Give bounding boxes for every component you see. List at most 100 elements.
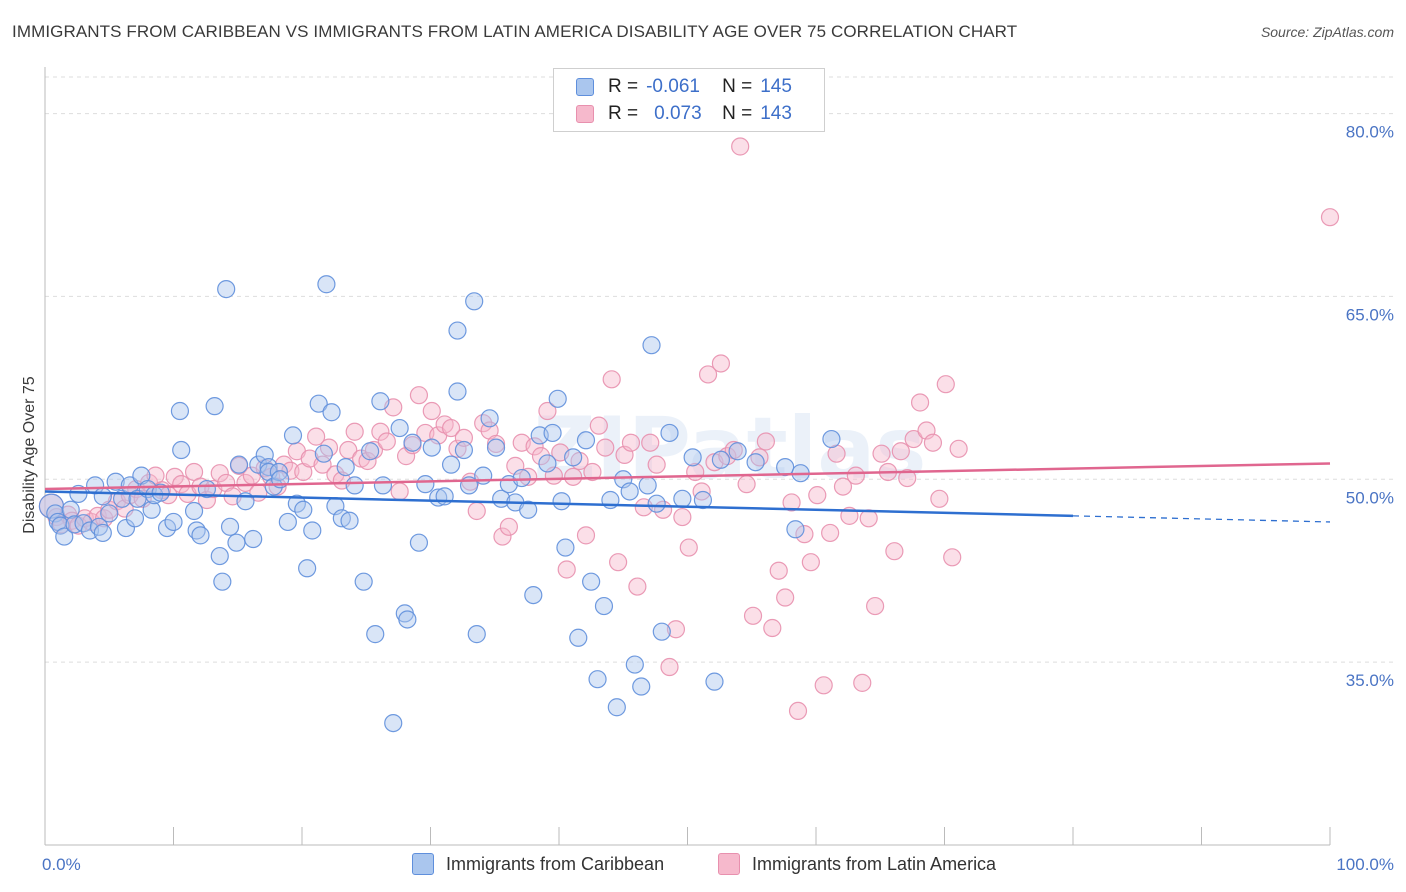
latin-america-point xyxy=(666,620,686,639)
latin-america-point xyxy=(441,418,461,438)
latin-america-point xyxy=(345,422,364,441)
caribbean-point xyxy=(345,476,364,495)
latin-america-point xyxy=(467,501,486,521)
caribbean-point xyxy=(184,501,204,521)
caribbean-point xyxy=(384,713,403,733)
legend-row-latin-america: R = 0.073 N = 143 xyxy=(576,102,792,126)
x-tick-max: 100.0% xyxy=(1336,855,1394,874)
caribbean-point xyxy=(278,512,297,532)
latin-america-point xyxy=(564,467,583,486)
caribbean-point xyxy=(486,438,506,457)
caribbean-trend-extension xyxy=(1072,515,1331,523)
caribbean-point xyxy=(448,382,467,401)
latin-america-point xyxy=(756,432,775,451)
caribbean-point xyxy=(548,389,567,408)
latin-america-point xyxy=(801,553,820,572)
latin-america-point xyxy=(525,437,544,456)
caribbean-point xyxy=(711,450,731,469)
latin-america-point xyxy=(493,527,512,546)
caribbean-point xyxy=(448,321,467,340)
caribbean-point xyxy=(74,514,93,533)
caribbean-point xyxy=(309,394,328,413)
latin-america-point xyxy=(1320,208,1340,227)
latin-america-point xyxy=(949,439,968,458)
latin-america-point xyxy=(621,433,641,452)
caribbean-point xyxy=(647,494,666,513)
caribbean-point xyxy=(229,455,249,474)
latin-america-point xyxy=(596,438,615,457)
latin-america-point xyxy=(583,462,602,482)
caribbean-point xyxy=(106,472,125,491)
caribbean-point xyxy=(519,500,538,519)
latin-america-point xyxy=(371,422,390,441)
caribbean-point xyxy=(172,440,191,460)
caribbean-point xyxy=(366,625,385,644)
latin-america-point xyxy=(885,542,904,561)
caribbean-point xyxy=(259,457,278,477)
latin-america-point xyxy=(846,466,865,485)
caribbean-point xyxy=(142,500,161,519)
caribbean-point xyxy=(673,489,692,508)
latin-america-point xyxy=(172,475,191,494)
caribbean-point xyxy=(55,527,74,546)
latin-america-point xyxy=(499,517,518,536)
latin-america-point xyxy=(531,447,551,466)
latin-america-point xyxy=(788,701,808,721)
bottom-legend-latin-america: Immigrants from Latin America xyxy=(718,851,996,877)
legend-r-label: R = xyxy=(608,103,639,124)
legend-r-value: -0.061 xyxy=(646,76,700,97)
latin-america-point xyxy=(538,401,557,421)
legend-n-value: 145 xyxy=(760,76,792,97)
legend-r-value: 0.073 xyxy=(654,103,702,124)
caribbean-point xyxy=(361,442,380,461)
caribbean-point xyxy=(693,490,713,510)
y-tick-label: 35.0% xyxy=(1346,671,1394,690)
caribbean-point xyxy=(210,546,229,566)
caribbean-point xyxy=(538,454,557,473)
caribbean-point xyxy=(322,403,341,422)
caribbean-point xyxy=(294,500,313,519)
latin-america-point xyxy=(891,442,910,461)
caribbean-point xyxy=(776,457,795,477)
latin-america-point xyxy=(390,482,409,501)
caribbean-point xyxy=(728,442,747,461)
caribbean-point xyxy=(170,401,190,421)
latin-america-point xyxy=(904,429,923,449)
legend-n-label: N = xyxy=(722,103,753,124)
latin-america-point xyxy=(236,473,255,493)
latin-america-point xyxy=(872,444,891,463)
caribbean-point xyxy=(51,516,70,535)
caribbean-point xyxy=(422,438,441,457)
latin-america-point xyxy=(679,538,698,557)
caribbean-point xyxy=(125,509,145,528)
caribbean-point xyxy=(416,475,435,494)
bottom-legend-swatch-latin-america xyxy=(718,853,740,875)
caribbean-point xyxy=(213,572,232,591)
legend-r-label: R = xyxy=(608,76,639,97)
caribbean-point xyxy=(227,533,246,552)
axes-layer: 35.0% 50.0% 65.0% 80.0% xyxy=(44,67,1394,846)
caribbean-point xyxy=(582,572,601,591)
caribbean-point xyxy=(191,526,210,545)
caribbean-point xyxy=(607,698,626,717)
latin-america-point xyxy=(519,467,538,486)
caribbean-point xyxy=(164,512,183,532)
bottom-legend-swatch-caribbean xyxy=(412,853,434,875)
latin-america-point xyxy=(307,427,326,446)
latin-america-point xyxy=(95,509,114,528)
latin-america-point xyxy=(448,439,467,458)
latin-america-point xyxy=(210,464,229,483)
latin-america-point xyxy=(609,553,628,572)
caribbean-point xyxy=(93,523,112,543)
caribbean-point xyxy=(564,448,583,467)
latin-america-point xyxy=(814,676,833,695)
latin-america-point xyxy=(628,577,647,596)
caribbean-point xyxy=(822,429,841,449)
caribbean-point xyxy=(390,418,409,438)
caribbean-point xyxy=(220,517,240,536)
caribbean-point xyxy=(632,677,651,696)
latin-america-point xyxy=(833,477,853,496)
legend-row-caribbean: R = -0.061 N = 145 xyxy=(576,75,792,99)
latin-america-point xyxy=(711,354,731,373)
